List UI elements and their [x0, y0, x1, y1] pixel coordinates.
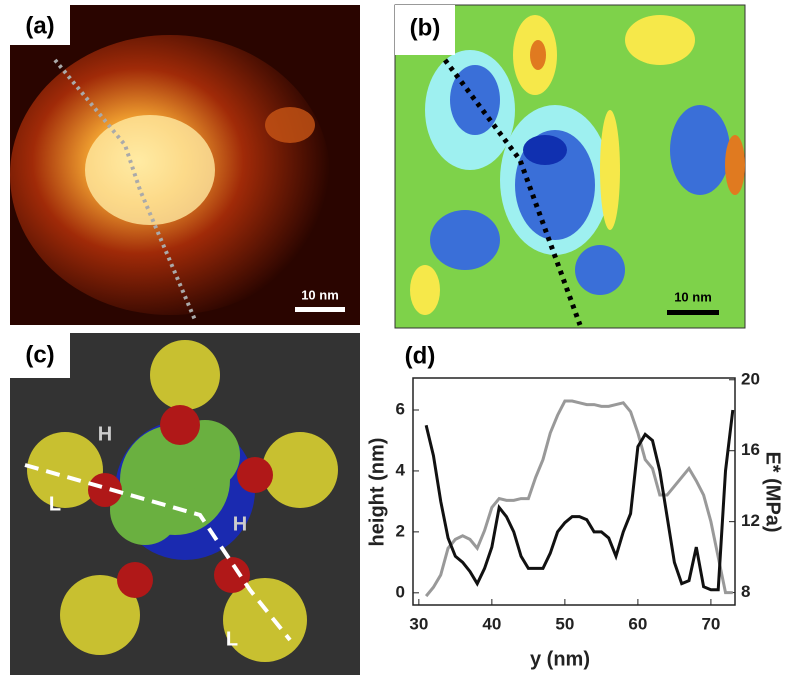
data-line: [426, 401, 733, 596]
x-tick-label: 40: [482, 614, 501, 633]
x-tick-label: 60: [628, 614, 647, 633]
panel-c: H H L L (c): [10, 333, 360, 675]
x-tick-label: 50: [555, 614, 574, 633]
y2-tick-label: 8: [741, 582, 750, 601]
panel-label: (b): [410, 14, 441, 41]
y2-axis-label: E* (MPa): [762, 451, 784, 532]
annotation: L: [226, 628, 238, 650]
annotation: H: [233, 513, 247, 535]
figure: (a) 10 nm (b) 10 nm H: [0, 0, 787, 686]
x-tick-label: 70: [701, 614, 720, 633]
x-tick-label: 30: [409, 614, 428, 633]
x-axis-label: y (nm): [530, 648, 590, 670]
y2-tick-label: 20: [741, 369, 760, 388]
scale-bar-label: 10 nm: [301, 287, 339, 302]
plot-frame: [413, 378, 735, 605]
y2-tick-label: 16: [741, 440, 760, 459]
panel-b: (b) 10 nm: [395, 5, 745, 328]
y-tick-label: 4: [396, 460, 406, 479]
scale-bar-label: 10 nm: [674, 289, 712, 304]
panel-a: (a) 10 nm: [10, 5, 360, 325]
annotation: L: [49, 493, 61, 515]
panel-label: (d): [405, 342, 436, 369]
panel-label: (a): [25, 12, 54, 39]
data-line: [426, 410, 733, 590]
y-axis-label: height (nm): [366, 438, 388, 547]
y-tick-label: 6: [396, 399, 405, 418]
y2-tick-label: 12: [741, 511, 760, 530]
panel-label: (c): [25, 341, 54, 368]
annotation: H: [98, 423, 112, 445]
y-tick-label: 2: [396, 521, 405, 540]
y-tick-label: 0: [396, 582, 405, 601]
